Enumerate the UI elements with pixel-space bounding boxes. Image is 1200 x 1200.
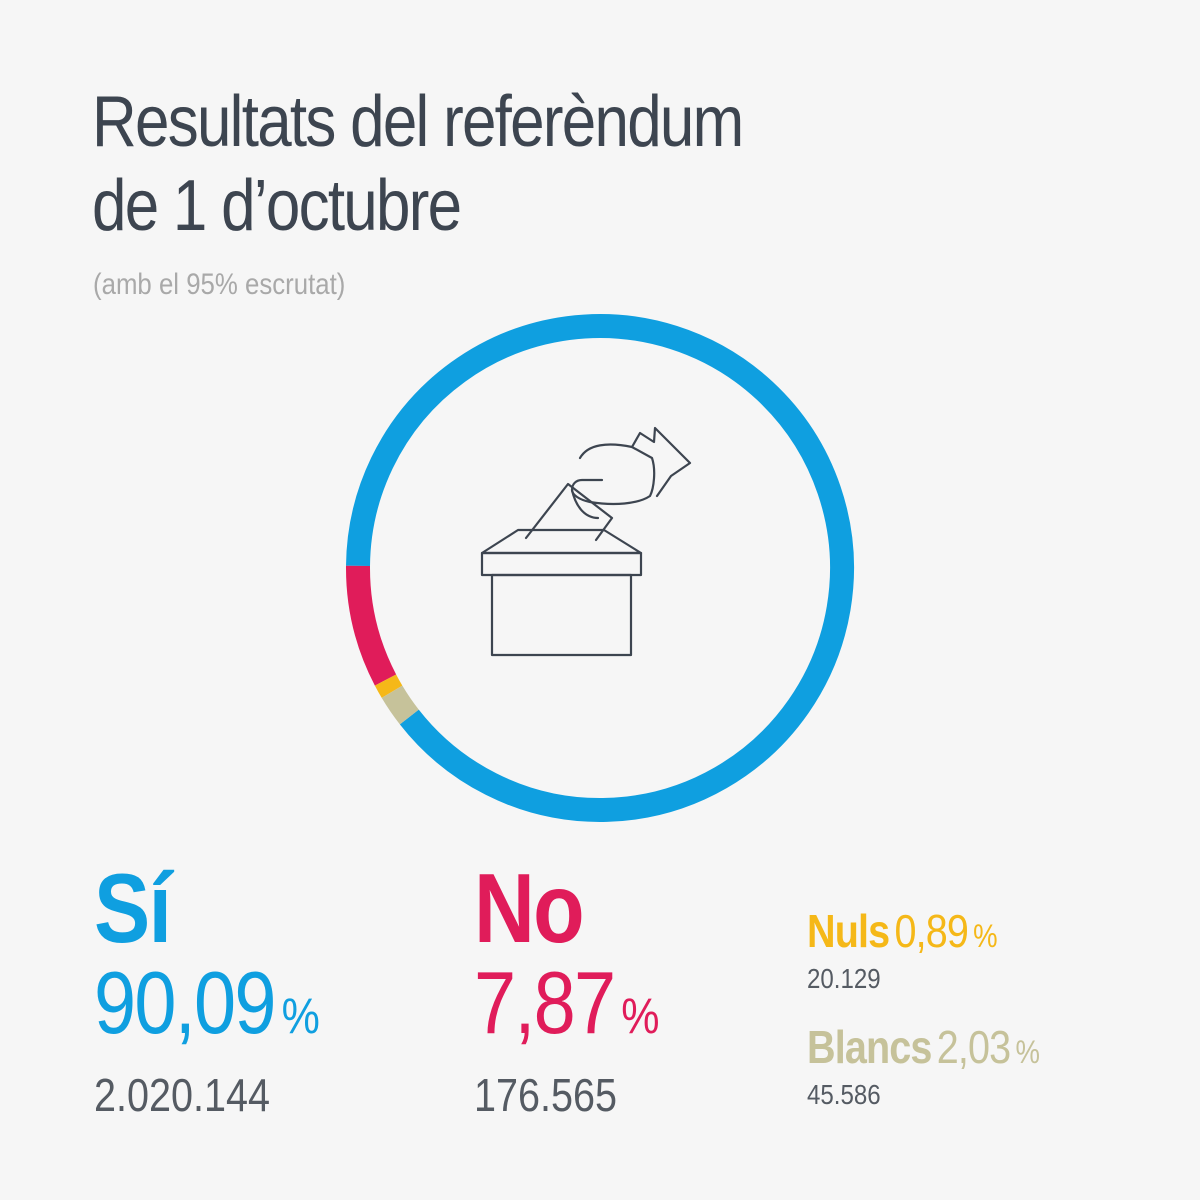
donut-slice-no [346,565,397,686]
blancs-label: Blancs [807,1021,932,1073]
nuls-label: Nuls [807,905,890,957]
page-title: Resultats del referèndum de 1 d’octubre [92,80,744,248]
blancs-count: 45.586 [807,1079,881,1110]
nuls-line: Nuls 0,89% [807,906,998,961]
title-line-2: de 1 d’octubre [92,166,462,246]
result-nuls: Nuls 0,89% 20.129 [807,906,1029,995]
nuls-percent-sign: % [973,918,998,954]
result-si: Sí 90,09% 2.020.144 [94,858,357,1121]
si-label: Sí [94,853,172,963]
donut-slice-si [346,314,854,822]
title-line-1: Resultats del referèndum [92,82,744,162]
donut-slice-blancs [381,685,419,725]
si-percent: 90,09% [94,958,320,1061]
subtitle: (amb el 95% escrutat) [93,268,346,301]
no-percent: 7,87% [474,958,660,1061]
no-percent-value: 7,87 [474,953,616,1052]
result-no: No 7,87% 176.565 [474,858,690,1121]
no-count: 176.565 [474,1069,618,1121]
no-percent-sign: % [621,988,660,1044]
results-donut-chart [346,314,854,822]
result-blancs: Blancs 2,03% 45.586 [807,1022,1078,1111]
donut-slice-nuls [374,674,403,698]
blancs-percent-value: 2,03 [936,1021,1011,1073]
si-percent-sign: % [281,988,320,1044]
donut-slices [346,314,854,822]
ballot-box-icon [480,426,692,657]
si-count: 2.020.144 [94,1069,271,1121]
nuls-percent-value: 0,89 [894,905,969,957]
blancs-line: Blancs 2,03% [807,1022,1040,1077]
blancs-percent-sign: % [1015,1034,1040,1070]
si-percent-value: 90,09 [94,953,277,1052]
nuls-count: 20.129 [807,963,881,994]
no-label: No [474,853,585,963]
